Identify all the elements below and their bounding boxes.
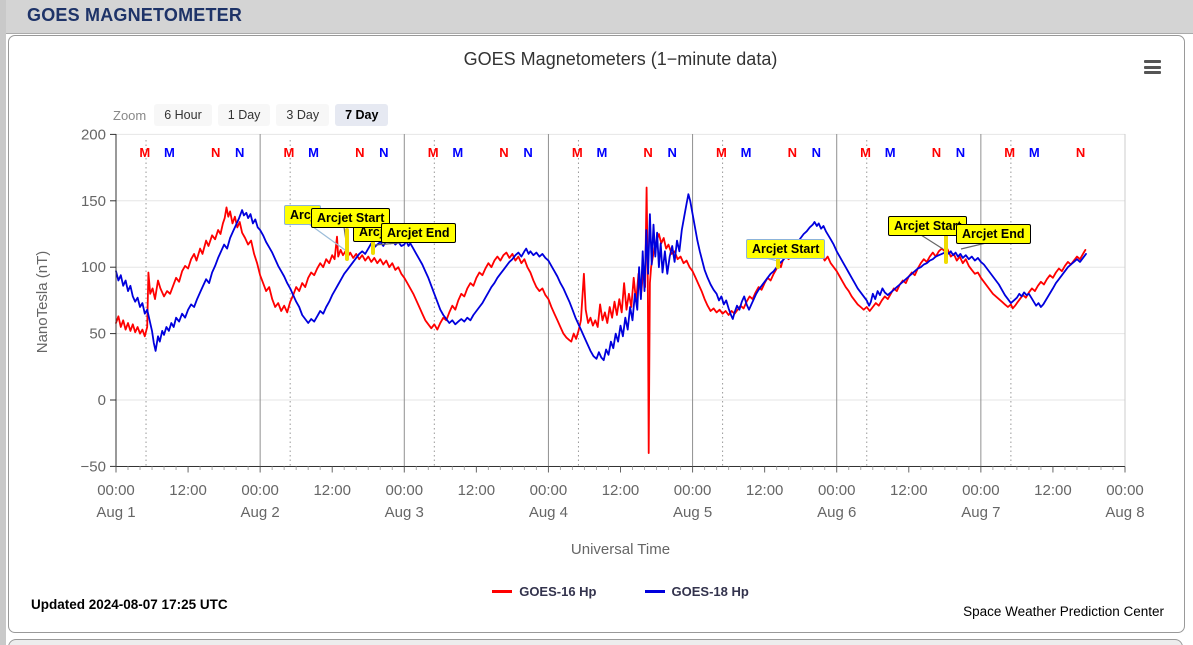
annotation-connector-line [920,234,944,250]
satellite-localtime-letter: M [139,145,150,160]
x-time-label: 00:00 [962,482,1000,499]
satellite-localtime-letter: N [1076,145,1085,160]
y-tick-label: 0 [98,392,106,409]
x-date-label: Aug 5 [673,504,712,521]
y-tick-label: 200 [81,126,106,143]
x-time-label: 00:00 [241,482,279,499]
chart-title: GOES Magnetometers (1−minute data) [463,49,778,69]
annotation-arcjet-end: Arcjet End [381,223,456,243]
satellite-localtime-letter: N [956,145,965,160]
satellite-localtime-letter: M [716,145,727,160]
annotation-arcjet-start: Arcjet Start [746,239,826,259]
x-time-label: 00:00 [386,482,424,499]
satellite-localtime-letter: N [812,145,821,160]
next-panel-top-edge [8,639,1183,645]
annotation-connector-line [308,223,346,251]
satellite-localtime-letter: N [523,145,532,160]
satellite-localtime-letter: N [932,145,941,160]
satellite-localtime-letter: N [643,145,652,160]
y-axis-title: NanoTesla (nT) [34,251,51,354]
satellite-localtime-letter: N [788,145,797,160]
legend-line-swatch [492,590,513,593]
x-date-label: Aug 4 [529,504,568,521]
legend-line-swatch [644,590,665,593]
page-header-bar: GOES MAGNETOMETER [0,0,1193,34]
hamburger-bar [1144,71,1161,74]
satellite-localtime-letter: M [164,145,175,160]
satellite-localtime-letter: N [667,145,676,160]
chart-legend: GOES-16 Hp GOES-18 Hp [116,584,1125,599]
x-axis-title: Universal Time [571,541,670,558]
satellite-localtime-letter: M [452,145,463,160]
annotation-connector-line [960,242,987,250]
zoom-toolbar: Zoom 6 Hour 1 Day 3 Day 7 Day [113,103,389,127]
satellite-localtime-letter: M [885,145,896,160]
satellite-localtime-letter: N [499,145,508,160]
x-time-label: 12:00 [602,482,640,499]
annotation-arcjet-end: Arcjet End [956,224,1031,244]
goes18-series-line[interactable] [115,193,1087,362]
satellite-localtime-letter: M [1029,145,1040,160]
satellite-localtime-letter: M [596,145,607,160]
satellite-localtime-letter: M [741,145,752,160]
satellite-localtime-letter: N [211,145,220,160]
zoom-label: Zoom [113,107,147,123]
zoom-button-6-hour[interactable]: 6 Hour [154,104,212,126]
satellite-localtime-letter: N [235,145,244,160]
x-time-label: 12:00 [313,482,351,499]
zoom-button-1-day[interactable]: 1 Day [217,104,271,126]
y-tick-label: −50 [81,458,106,475]
satellite-localtime-letter: M [284,145,295,160]
satellite-localtime-letter: M [428,145,439,160]
satellite-localtime-letter: M [860,145,871,160]
y-tick-label: 150 [81,193,106,210]
satellite-localtime-letter: M [1004,145,1015,160]
x-time-label: 00:00 [530,482,568,499]
legend-label: GOES-16 Hp [519,584,597,599]
satellite-localtime-letter: M [572,145,583,160]
x-date-label: Aug 1 [96,504,135,521]
magnetometer-plot: M M N N M M N N M M N N M M N N M M N N M M N N M M N200150100500−… [34,126,1145,558]
x-date-label: Aug 7 [961,504,1000,521]
x-time-label: 00:00 [97,482,135,499]
zoom-button-3-day[interactable]: 3 Day [276,104,330,126]
x-date-label: Aug 3 [385,504,424,521]
y-tick-label: 100 [81,259,106,276]
x-time-label: 12:00 [169,482,207,499]
x-date-label: Aug 6 [817,504,856,521]
annotation-arcjet-start: Arcjet Start [311,208,391,228]
satellite-localtime-letter: N [379,145,388,160]
y-tick-label: 50 [89,326,106,343]
x-time-label: 12:00 [746,482,784,499]
x-time-label: 12:00 [1034,482,1072,499]
x-date-label: Aug 8 [1105,504,1144,521]
x-time-label: 12:00 [458,482,496,499]
page-title: GOES MAGNETOMETER [27,5,243,25]
x-date-label: Aug 2 [241,504,280,521]
satellite-localtime-letter: M [308,145,319,160]
source-attribution: Space Weather Prediction Center [963,604,1164,619]
x-time-label: 00:00 [818,482,856,499]
hamburger-menu-icon[interactable] [1144,60,1166,78]
hamburger-bar [1144,65,1161,69]
x-time-label: 00:00 [1106,482,1144,499]
zoom-button-7-day[interactable]: 7 Day [335,104,389,126]
x-time-label: 12:00 [890,482,928,499]
chart-panel: GOES Magnetometers (1−minute data) Zoom … [8,35,1185,633]
legend-item-goes18[interactable]: GOES-18 Hp [644,584,749,599]
hamburger-bar [1144,60,1161,63]
page-left-edge [0,0,6,645]
satellite-localtime-letter: N [355,145,364,160]
x-time-label: 00:00 [674,482,712,499]
legend-label: GOES-18 Hp [671,584,749,599]
updated-timestamp: Updated 2024-08-07 17:25 UTC [31,597,228,612]
legend-item-goes16[interactable]: GOES-16 Hp [492,584,597,599]
